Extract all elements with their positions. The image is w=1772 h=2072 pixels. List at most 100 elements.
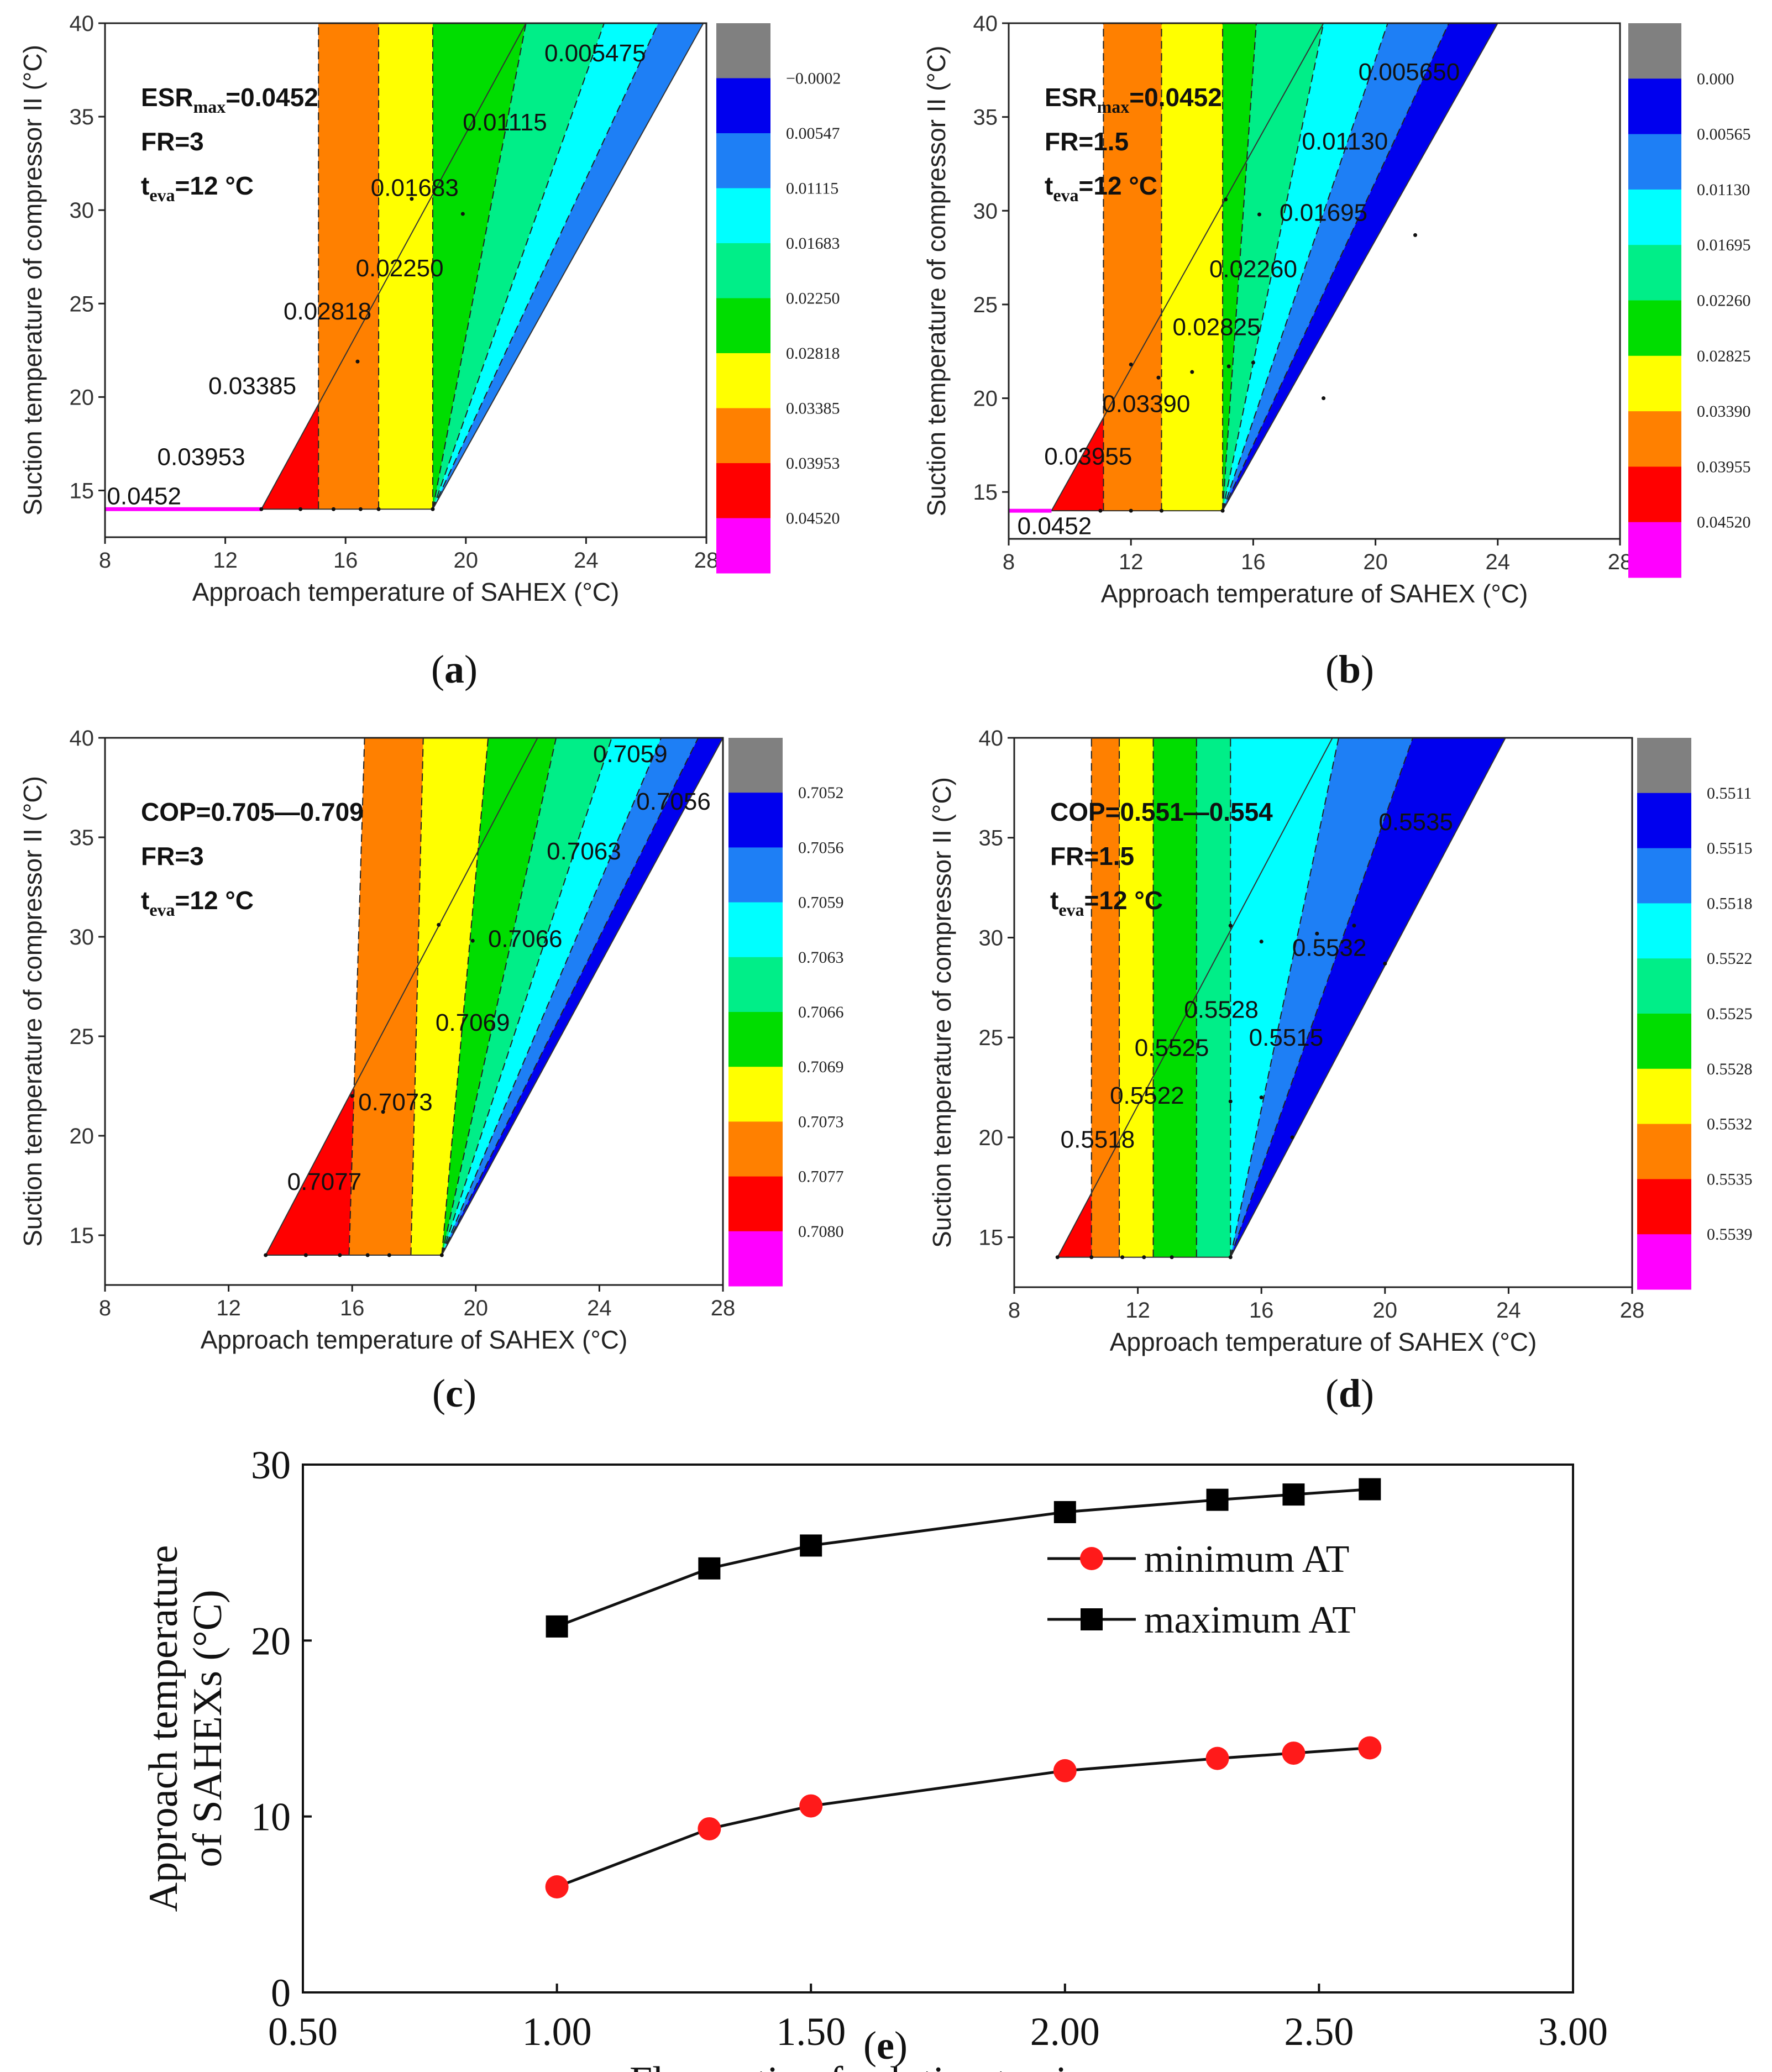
x-tick-label: 28 bbox=[1620, 1298, 1645, 1323]
y-tick-label: 15 bbox=[70, 479, 95, 503]
data-point-min bbox=[799, 1794, 823, 1818]
colorbar-label: 0.01683 bbox=[786, 234, 840, 253]
colorbar-label: 0.00547 bbox=[786, 124, 840, 143]
data-point-min bbox=[698, 1817, 721, 1840]
data-point bbox=[1226, 364, 1231, 369]
info-line-1: COP=0.705—0.709 bbox=[141, 798, 364, 826]
data-point bbox=[431, 507, 435, 511]
info-line-1: COP=0.551—0.554 bbox=[1050, 798, 1273, 826]
data-point bbox=[1098, 508, 1103, 513]
colorbar-label: 0.7063 bbox=[798, 948, 844, 967]
colorbar-segment bbox=[1637, 848, 1691, 904]
panel-caption: (a) bbox=[431, 647, 478, 691]
info-t-value: =12 °C bbox=[1079, 171, 1157, 200]
info-metric-value: =0.0452 bbox=[226, 83, 318, 112]
x-tick-label: 16 bbox=[333, 548, 358, 573]
info-metric-sub: max bbox=[193, 97, 226, 117]
x-tick-label: 2.50 bbox=[1284, 2010, 1354, 2054]
contour-label: 0.03955 bbox=[1044, 443, 1132, 470]
colorbar-segment bbox=[1628, 23, 1681, 79]
y-tick-label: 10 bbox=[251, 1795, 291, 1839]
panel-caption: (d) bbox=[1325, 1371, 1374, 1415]
info-metric-value: =0.0452 bbox=[1129, 83, 1222, 112]
data-point bbox=[376, 507, 381, 511]
info-line-2: FR=1.5 bbox=[1050, 842, 1134, 870]
y-tick-label: 35 bbox=[973, 106, 998, 130]
x-tick-label: 28 bbox=[694, 548, 719, 573]
data-point bbox=[1160, 508, 1163, 513]
caption-paren: ( bbox=[1325, 1371, 1339, 1415]
contour-label: 0.5525 bbox=[1135, 1034, 1209, 1061]
caption-paren: ) bbox=[463, 1371, 476, 1415]
colorbar-label: 0.7059 bbox=[798, 894, 844, 912]
colorbar-label: 0.02260 bbox=[1697, 292, 1751, 310]
data-point bbox=[470, 938, 475, 943]
data-point bbox=[350, 1094, 354, 1098]
x-axis-title: Approach temperature of SAHEX (°C) bbox=[192, 578, 620, 606]
contour-line bbox=[1230, 737, 1414, 1258]
info-t-sub: eva bbox=[1053, 185, 1078, 205]
colorbar-label: 0.00565 bbox=[1697, 125, 1751, 144]
x-tick-label: 20 bbox=[1373, 1298, 1398, 1323]
y-axis-title-line-1: Approach temperature bbox=[141, 1545, 186, 1912]
contour-line bbox=[432, 23, 527, 510]
info-metric: ESR bbox=[1045, 83, 1097, 112]
y-tick-label: 40 bbox=[979, 726, 1004, 751]
data-point bbox=[1259, 940, 1264, 944]
y-axis-title: Suction temperature of compressor II (°C… bbox=[18, 45, 47, 516]
colorbar-label: 0.5539 bbox=[1707, 1225, 1753, 1244]
x-tick-label: 28 bbox=[1608, 550, 1633, 574]
contour-label: 0.02260 bbox=[1209, 255, 1297, 282]
contour-label: 0.02818 bbox=[284, 298, 371, 325]
data-point bbox=[1142, 1255, 1146, 1260]
colorbar-segment bbox=[1628, 134, 1681, 190]
info-t: t bbox=[1050, 886, 1058, 915]
x-tick-label: 8 bbox=[1008, 1298, 1020, 1323]
y-tick-label: 30 bbox=[973, 199, 998, 223]
contour-line bbox=[441, 737, 662, 1256]
x-tick-label: 0.50 bbox=[268, 2010, 338, 2054]
contour-band bbox=[1196, 738, 1231, 1257]
colorbar-segment bbox=[728, 847, 783, 903]
info-t-sub: eva bbox=[149, 900, 175, 920]
y-tick-label: 40 bbox=[973, 12, 998, 36]
caption-paren: ) bbox=[464, 647, 478, 691]
y-axis-title: Suction temperature of compressor II (°C… bbox=[18, 776, 47, 1247]
data-point bbox=[1251, 360, 1255, 365]
info-line-2: FR=3 bbox=[141, 842, 204, 870]
y-axis-title: Suction temperature of compressor II (°C… bbox=[927, 777, 956, 1248]
data-point bbox=[1352, 924, 1356, 928]
colorbar-segment bbox=[1637, 1014, 1691, 1069]
y-tick-label: 20 bbox=[979, 1126, 1004, 1150]
info-metric: COP=0.551—0.554 bbox=[1050, 798, 1273, 826]
contour-label: 0.01130 bbox=[1302, 128, 1388, 155]
colorbar-segment bbox=[716, 243, 770, 298]
x-tick-label: 20 bbox=[1363, 550, 1388, 574]
contour-label: 0.5522 bbox=[1110, 1082, 1184, 1109]
colorbar-label: 0.7080 bbox=[798, 1223, 844, 1241]
contour-band bbox=[442, 738, 699, 1255]
colorbar-segment bbox=[1637, 793, 1691, 849]
x-tick-label: 3.00 bbox=[1538, 2010, 1608, 2054]
colorbar-segment bbox=[728, 793, 783, 848]
info-t-sub: eva bbox=[149, 185, 175, 205]
y-tick-label: 25 bbox=[979, 1026, 1004, 1050]
colorbar-label: 0.03390 bbox=[1697, 402, 1751, 421]
y-tick-label: 15 bbox=[973, 480, 998, 505]
y-tick-label: 20 bbox=[973, 387, 998, 411]
x-axis-title: Approach temperature of SAHEX (°C) bbox=[1101, 579, 1528, 608]
contour-label: 0.5515 bbox=[1249, 1024, 1324, 1051]
data-point-max bbox=[800, 1534, 822, 1557]
colorbar-segment bbox=[716, 463, 770, 518]
contour-label: 0.7077 bbox=[287, 1168, 362, 1195]
data-point bbox=[303, 1253, 308, 1257]
colorbar-label: 0.02250 bbox=[786, 290, 840, 308]
y-tick-label: 40 bbox=[70, 726, 95, 751]
data-point-min bbox=[1053, 1759, 1077, 1782]
colorbar-segment bbox=[728, 957, 783, 1013]
data-point bbox=[298, 507, 303, 511]
data-point-max bbox=[1359, 1478, 1381, 1501]
info-line-1: ESRmax=0.0452 bbox=[141, 83, 318, 117]
colorbar-label: 0.5525 bbox=[1707, 1005, 1753, 1023]
colorbar-label: 0.02818 bbox=[786, 344, 840, 363]
